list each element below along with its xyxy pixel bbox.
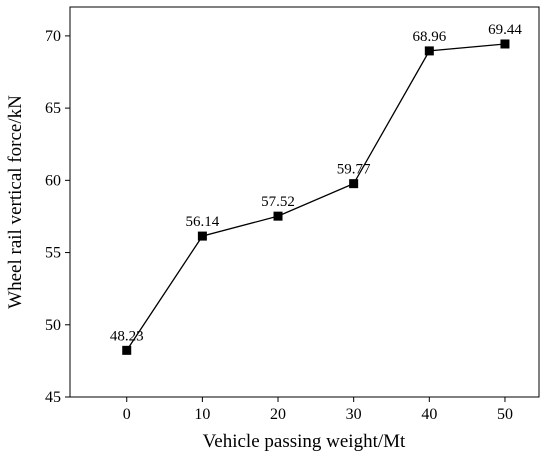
data-label: 57.52: [261, 194, 295, 210]
data-label: 68.96: [412, 29, 446, 45]
y-tick-label: 55: [45, 245, 61, 262]
x-tick-label: 0: [123, 406, 131, 423]
data-label: 56.14: [186, 214, 220, 230]
x-tick-label: 20: [270, 406, 286, 423]
data-label: 69.44: [488, 22, 522, 38]
y-tick-label: 45: [45, 389, 61, 406]
series-line: 48.23 56.14 57.52 59.77 68.96 69.44: [110, 22, 522, 355]
x-tick-label: 40: [421, 406, 437, 423]
y-tick-label: 50: [45, 317, 61, 334]
x-tick-label: 50: [497, 406, 513, 423]
y-tick-label: 70: [45, 28, 61, 45]
x-tick-label: 30: [346, 406, 362, 423]
y-axis-title: Wheel rail vertical force/kN: [5, 95, 26, 309]
plot-frame: [69, 6, 540, 398]
y-tick-label: 65: [45, 100, 61, 117]
data-label: 59.77: [337, 162, 371, 178]
y-axis: 45 50 55 60 65 70: [45, 28, 70, 406]
x-axis-title: Vehicle passing weight/Mt: [203, 431, 406, 452]
data-label: 48.23: [110, 328, 144, 344]
x-tick-label: 10: [194, 406, 210, 423]
series-line-path: [126, 43, 506, 351]
data-point-marker: [273, 211, 283, 221]
data-point-marker: [122, 345, 132, 355]
x-axis: 0 10 20 30 40 50: [123, 397, 513, 423]
y-tick-label: 60: [45, 172, 61, 189]
data-point-marker: [500, 39, 510, 49]
data-point-marker: [424, 46, 434, 56]
data-point-marker: [349, 179, 359, 189]
data-point-marker: [197, 231, 207, 241]
